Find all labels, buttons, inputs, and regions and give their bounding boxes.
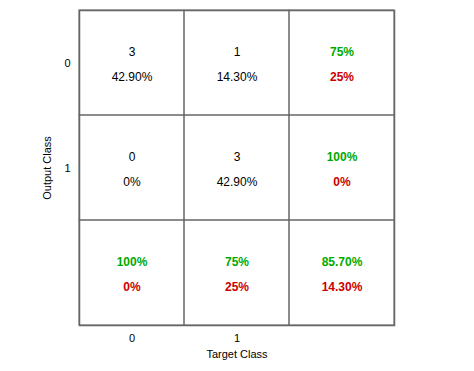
svg-text:0%: 0% <box>123 175 141 189</box>
svg-text:0%: 0% <box>333 175 351 189</box>
svg-text:14.30%: 14.30% <box>217 70 258 84</box>
svg-text:3: 3 <box>129 45 136 59</box>
svg-text:1: 1 <box>234 45 241 59</box>
svg-text:100%: 100% <box>327 150 358 164</box>
svg-text:25%: 25% <box>225 280 249 294</box>
svg-text:0%: 0% <box>123 280 141 294</box>
svg-text:75%: 75% <box>225 255 249 269</box>
svg-text:14.30%: 14.30% <box>322 280 363 294</box>
svg-text:100%: 100% <box>117 255 148 269</box>
svg-text:42.90%: 42.90% <box>112 70 153 84</box>
svg-text:0: 0 <box>129 332 135 344</box>
svg-text:25%: 25% <box>330 70 354 84</box>
svg-text:Output Class: Output Class <box>41 136 53 200</box>
svg-text:0: 0 <box>129 150 136 164</box>
svg-text:42.90%: 42.90% <box>217 175 258 189</box>
svg-text:3: 3 <box>234 150 241 164</box>
svg-text:Target Class: Target Class <box>206 348 268 360</box>
svg-text:1: 1 <box>234 332 240 344</box>
svg-text:85.70%: 85.70% <box>322 255 363 269</box>
svg-text:0: 0 <box>64 57 70 69</box>
svg-text:75%: 75% <box>330 45 354 59</box>
svg-text:1: 1 <box>64 162 70 174</box>
